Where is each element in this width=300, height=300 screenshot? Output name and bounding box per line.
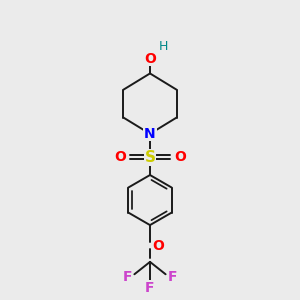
Text: F: F xyxy=(145,280,155,295)
Text: N: N xyxy=(144,127,156,141)
Text: O: O xyxy=(144,52,156,66)
Text: S: S xyxy=(145,150,155,165)
Text: O: O xyxy=(114,150,126,164)
Text: O: O xyxy=(152,239,164,253)
Text: O: O xyxy=(174,150,186,164)
Text: F: F xyxy=(123,270,133,283)
Text: F: F xyxy=(167,270,177,283)
Text: H: H xyxy=(159,40,168,53)
